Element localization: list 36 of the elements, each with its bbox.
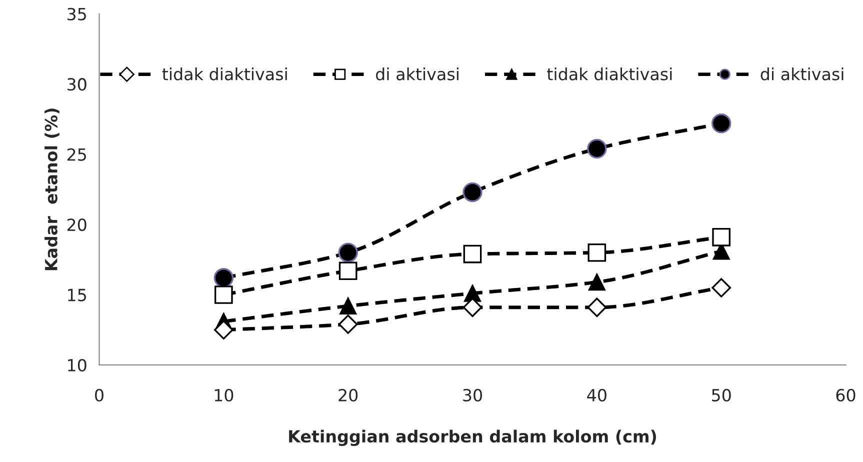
y-tick-label: 10 — [68, 358, 86, 372]
point — [340, 298, 357, 314]
legend-label: di aktivasi — [760, 67, 844, 80]
x-tick-label: 60 — [836, 388, 856, 402]
x-tick-label: 30 — [463, 388, 482, 402]
y-tick-label: 25 — [67, 148, 86, 161]
point — [338, 262, 358, 280]
y-axis-title: Kadar etanol (%) — [44, 108, 60, 270]
x-tick-label: 20 — [338, 388, 358, 402]
point — [462, 298, 482, 318]
point — [463, 244, 482, 264]
x-tick-label: 40 — [587, 388, 606, 402]
y-tick-label: 15 — [68, 288, 86, 302]
point — [214, 320, 234, 340]
point — [712, 278, 731, 298]
point — [587, 138, 607, 159]
point — [338, 242, 358, 262]
point — [711, 114, 732, 134]
x-tick-label: 50 — [712, 388, 731, 402]
point — [712, 228, 730, 246]
y-tick-label: 30 — [68, 78, 86, 91]
point — [214, 286, 233, 304]
x-tick-label: 10 — [214, 388, 234, 402]
legend-label: tidak diaktivasi — [162, 67, 287, 80]
point — [588, 243, 606, 262]
point — [588, 274, 606, 291]
legend-label: di aktivasi — [376, 67, 458, 80]
legend-label: tidak diaktivasi — [547, 67, 672, 80]
point — [214, 268, 234, 288]
y-tick-label: 20 — [67, 218, 86, 232]
x-tick-label: 0 — [95, 388, 104, 402]
y-tick-label: 35 — [68, 8, 86, 20]
point — [587, 298, 607, 318]
x-axis-title: Ketinggian adsorben dalam kolom (cm) — [289, 430, 656, 446]
point — [462, 182, 482, 202]
point — [338, 314, 358, 334]
